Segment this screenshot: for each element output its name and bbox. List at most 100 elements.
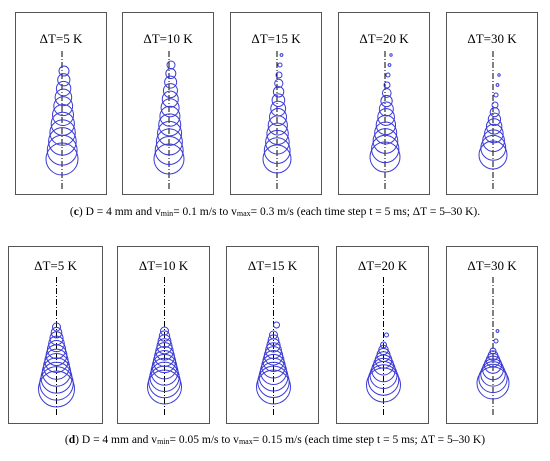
bubble-outline — [160, 326, 169, 336]
caption-sub-1: min — [160, 209, 174, 218]
bubble-outline — [378, 101, 394, 117]
panel-d-dt5: ΔT=5 K — [8, 246, 103, 424]
bubble-outline — [156, 338, 173, 355]
bubble-outline — [372, 128, 399, 154]
panel-c-dt15: ΔT=15 K — [230, 12, 322, 195]
bubble-outline — [46, 339, 67, 360]
panel-label: ΔT=20 K — [357, 258, 408, 273]
bubble-outline — [152, 349, 177, 374]
detached-bubble — [384, 332, 389, 338]
bubble-outline — [367, 364, 400, 396]
panel-label: ΔT=10 K — [138, 258, 189, 273]
caption-text-1: D = 4 mm and v — [81, 434, 158, 446]
bubble-outline — [263, 346, 284, 366]
bubble-outline — [262, 144, 292, 174]
caption-text-2: = 0.05 m/s to v — [169, 434, 239, 446]
bubble-outline — [40, 361, 73, 394]
panel-label: ΔT=5 K — [34, 258, 77, 273]
bubble-outline — [55, 80, 72, 97]
bubble-outline — [261, 353, 286, 379]
bubble-outline — [155, 342, 174, 361]
panel-label: ΔT=20 K — [359, 31, 409, 46]
caption-tag: d — [68, 434, 76, 446]
bubble-outline — [271, 93, 286, 107]
caption-d: (d) D = 4 mm and vmin= 0.05 m/s to vmax=… — [64, 434, 486, 446]
bubble-sequence — [38, 277, 75, 417]
detached-bubble — [279, 53, 284, 57]
detached-bubble — [273, 321, 280, 329]
bubble-outline — [50, 111, 75, 136]
bubble-outline — [50, 326, 63, 339]
bubble-outline — [48, 127, 77, 156]
panel-label: ΔT=30 K — [467, 258, 517, 273]
bubble-outline — [380, 341, 387, 349]
bubble-outline — [150, 357, 179, 386]
bubble-outline — [375, 114, 397, 136]
caption-tag: c — [73, 206, 79, 218]
bubble-outline — [266, 122, 289, 146]
detached-bubble — [389, 53, 393, 57]
bubble-sequence — [45, 51, 79, 191]
bubble-outline — [159, 105, 181, 127]
bubble-outline — [480, 134, 507, 161]
bubble-outline — [161, 90, 179, 108]
bubble-sequence — [262, 51, 292, 191]
bubble-sequence — [147, 277, 182, 417]
caption-sub-2: max — [238, 437, 253, 446]
bubble-outline — [270, 100, 287, 117]
bubble-outline — [269, 108, 287, 126]
bubble-outline — [154, 346, 175, 367]
bubble-outline — [377, 108, 395, 126]
bubble-sequence — [369, 51, 401, 191]
bubble-outline — [49, 119, 76, 146]
panel-d-dt15: ΔT=15 K — [226, 246, 319, 424]
bubble-outline — [476, 366, 510, 400]
bubble-outline — [165, 68, 177, 80]
bubble-outline — [57, 73, 71, 87]
bubble-outline — [54, 88, 73, 107]
bubble-outline — [265, 129, 290, 155]
bubble-sequence — [366, 277, 401, 417]
bubble-outline — [263, 137, 291, 165]
bubble-outline — [269, 330, 278, 340]
bubble-outline — [262, 350, 285, 372]
bubble-outline — [147, 369, 182, 405]
bubble-outline — [380, 94, 393, 108]
bubble-outline — [487, 112, 502, 126]
bubble-outline — [274, 78, 284, 89]
bubble-outline — [164, 75, 178, 89]
bubble-sequence — [478, 51, 508, 191]
bubble-outline — [52, 104, 74, 126]
detached-bubble — [493, 92, 499, 98]
caption-text-2: = 0.1 m/s to v — [173, 206, 237, 218]
bubble-outline — [257, 365, 290, 399]
detached-bubble — [387, 63, 392, 67]
bubble-outline — [45, 142, 79, 176]
bubble-outline — [256, 369, 291, 405]
bubble-outline — [153, 143, 185, 175]
bubble-outline — [482, 358, 504, 381]
bubble-outline — [43, 353, 70, 380]
panel-label: ΔT=5 K — [39, 31, 83, 46]
bubble-outline — [151, 353, 178, 380]
caption-text-3: = 0.3 m/s (each time step t = 5 ms; ΔT =… — [250, 206, 481, 218]
bubble-outline — [154, 135, 184, 165]
detached-bubble — [495, 329, 500, 333]
panel-c-dt10: ΔT=10 K — [122, 12, 214, 195]
panel-label: ΔT=15 K — [251, 31, 301, 46]
panel-d-dt20: ΔT=20 K — [336, 246, 429, 424]
caption-sub-2: max — [236, 209, 251, 218]
bubble-outline — [52, 322, 61, 332]
detached-bubble — [385, 72, 391, 78]
bubble-outline — [374, 121, 398, 145]
bubble-outline — [258, 361, 289, 392]
detached-bubble — [497, 73, 501, 77]
bubble-outline — [149, 361, 180, 392]
bubble-outline — [157, 120, 183, 146]
caption-text-1: D = 4 mm and v — [85, 206, 161, 218]
bubble-outline — [480, 361, 506, 387]
bubble-outline — [478, 363, 508, 394]
bubble-outline — [272, 86, 285, 98]
bubble-outline — [485, 118, 503, 135]
bubble-outline — [369, 141, 401, 173]
